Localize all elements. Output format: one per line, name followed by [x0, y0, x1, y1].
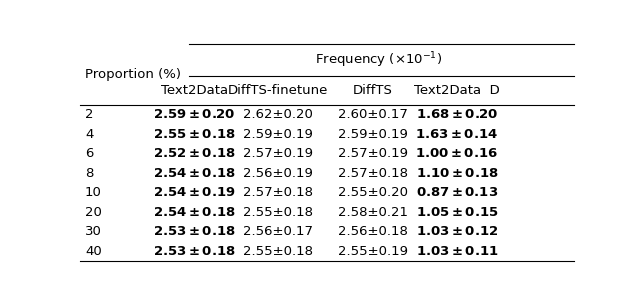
- Text: 2.55±0.19: 2.55±0.19: [338, 245, 408, 258]
- Text: 2.59±0.19: 2.59±0.19: [243, 128, 314, 141]
- Text: $\mathbf{1.03\pm0.12}$: $\mathbf{1.03\pm0.12}$: [416, 225, 498, 238]
- Text: $\mathbf{2.55\pm0.18}$: $\mathbf{2.55\pm0.18}$: [153, 128, 236, 141]
- Text: $\mathbf{1.63\pm0.14}$: $\mathbf{1.63\pm0.14}$: [415, 128, 499, 141]
- Text: $\mathbf{2.54\pm0.19}$: $\mathbf{2.54\pm0.19}$: [153, 186, 236, 199]
- Text: 2.57±0.19: 2.57±0.19: [338, 147, 408, 160]
- Text: 2.60±0.17: 2.60±0.17: [338, 108, 408, 121]
- Text: 10: 10: [85, 186, 102, 199]
- Text: 2: 2: [85, 108, 93, 121]
- Text: 2.58±0.21: 2.58±0.21: [338, 206, 408, 219]
- Text: $\mathbf{1.00\pm0.16}$: $\mathbf{1.00\pm0.16}$: [415, 147, 499, 160]
- Text: $\mathbf{2.52\pm0.18}$: $\mathbf{2.52\pm0.18}$: [153, 147, 236, 160]
- Text: 2.57±0.18: 2.57±0.18: [338, 167, 408, 180]
- Text: $\mathbf{2.59\pm0.20}$: $\mathbf{2.59\pm0.20}$: [153, 108, 236, 121]
- Text: 2.56±0.18: 2.56±0.18: [338, 225, 408, 238]
- Text: 4: 4: [85, 128, 93, 141]
- Text: 2.55±0.18: 2.55±0.18: [243, 245, 314, 258]
- Text: 30: 30: [85, 225, 102, 238]
- Text: 6: 6: [85, 147, 93, 160]
- Text: DiffTS-finetune: DiffTS-finetune: [228, 84, 328, 97]
- Text: Frequency ($\times$10$^{-1}$): Frequency ($\times$10$^{-1}$): [316, 50, 442, 70]
- Text: 2.55±0.20: 2.55±0.20: [338, 186, 408, 199]
- Text: 2.56±0.19: 2.56±0.19: [243, 167, 314, 180]
- Text: $\mathbf{2.54\pm0.18}$: $\mathbf{2.54\pm0.18}$: [153, 206, 236, 219]
- Text: $\mathbf{1.03\pm0.11}$: $\mathbf{1.03\pm0.11}$: [415, 245, 499, 258]
- Text: $\mathbf{1.05\pm0.15}$: $\mathbf{1.05\pm0.15}$: [415, 206, 499, 219]
- Text: 2.56±0.17: 2.56±0.17: [243, 225, 314, 238]
- Text: 40: 40: [85, 245, 102, 258]
- Text: Text2Data: Text2Data: [161, 84, 228, 97]
- Text: $\mathbf{1.68\pm0.20}$: $\mathbf{1.68\pm0.20}$: [416, 108, 498, 121]
- Text: 8: 8: [85, 167, 93, 180]
- Text: 20: 20: [85, 206, 102, 219]
- Text: 2.59±0.19: 2.59±0.19: [338, 128, 408, 141]
- Text: 2.55±0.18: 2.55±0.18: [243, 206, 314, 219]
- Text: $\mathbf{2.53\pm0.18}$: $\mathbf{2.53\pm0.18}$: [153, 245, 236, 258]
- Text: Proportion (%): Proportion (%): [85, 68, 181, 81]
- Text: 2.57±0.18: 2.57±0.18: [243, 186, 314, 199]
- Text: $\mathbf{0.87\pm0.13}$: $\mathbf{0.87\pm0.13}$: [416, 186, 498, 199]
- Text: $\mathbf{2.54\pm0.18}$: $\mathbf{2.54\pm0.18}$: [153, 167, 236, 180]
- Text: DiffTS: DiffTS: [353, 84, 392, 97]
- Text: 2.62±0.20: 2.62±0.20: [243, 108, 314, 121]
- Text: Text2Data  D: Text2Data D: [414, 84, 500, 97]
- Text: $\mathbf{2.53\pm0.18}$: $\mathbf{2.53\pm0.18}$: [153, 225, 236, 238]
- Text: $\mathbf{1.10\pm0.18}$: $\mathbf{1.10\pm0.18}$: [415, 167, 499, 180]
- Text: 2.57±0.19: 2.57±0.19: [243, 147, 314, 160]
